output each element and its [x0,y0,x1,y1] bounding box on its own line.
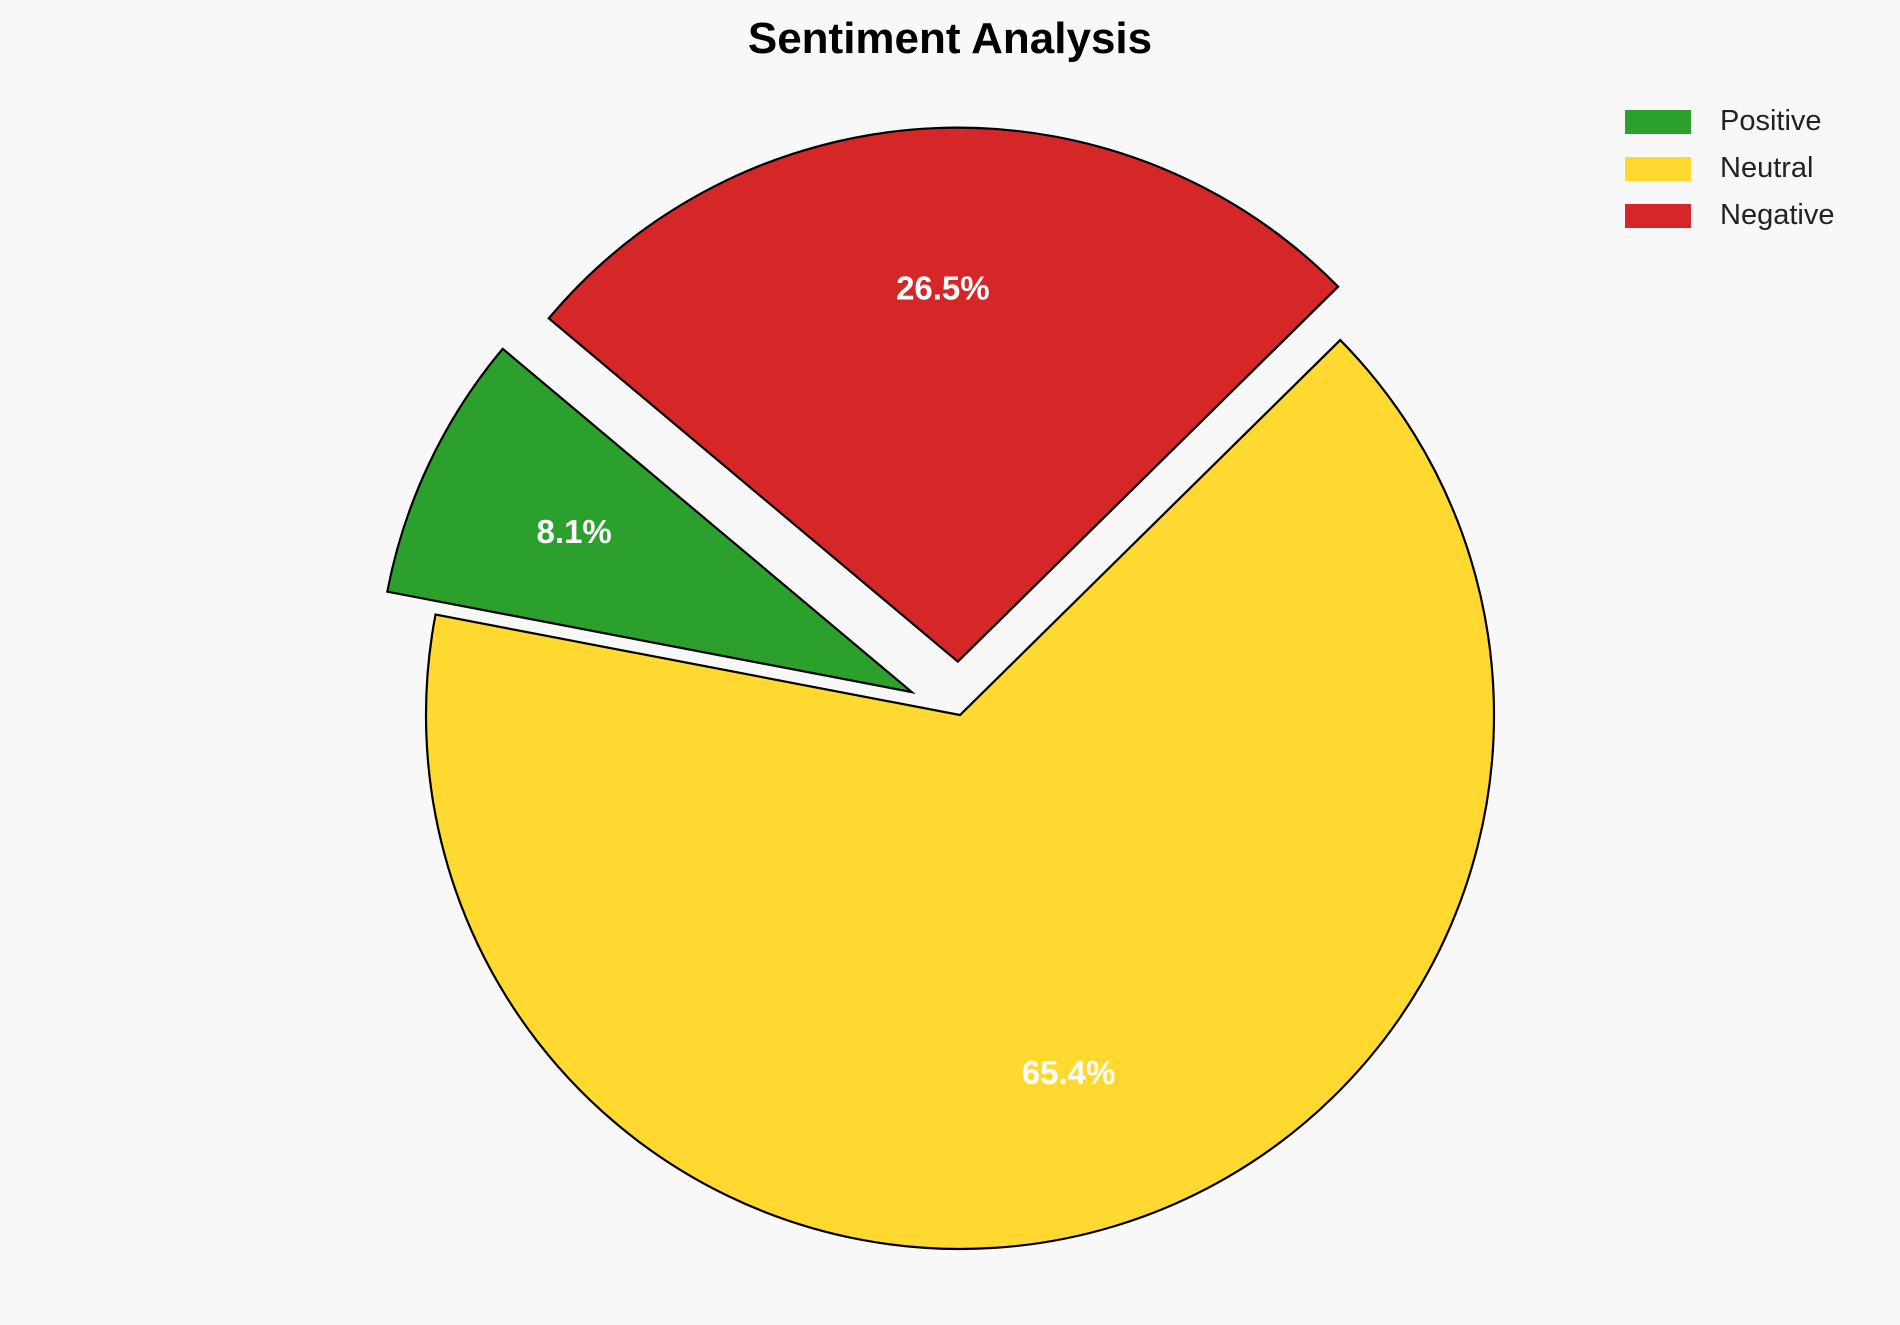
slice-label-positive: 8.1% [537,513,612,550]
slice-label-neutral: 65.4% [1022,1054,1116,1091]
legend-label: Negative [1720,199,1835,231]
legend-label: Positive [1720,105,1822,137]
legend-swatch-positive [1625,109,1691,134]
pie-slice-neutral [424,338,1496,1251]
legend: Positive Neutral Negative [1625,98,1834,239]
legend-item-positive: Positive [1625,98,1834,145]
chart-title: Sentiment Analysis [747,14,1153,63]
legend-item-negative: Negative [1625,192,1834,239]
legend-item-neutral: Neutral [1625,145,1834,192]
pie-slice-negative [547,126,1340,664]
legend-swatch-neutral [1625,156,1691,181]
legend-swatch-negative [1625,203,1691,228]
pie-slice-positive [386,347,916,694]
slice-label-negative: 26.5% [896,270,990,307]
legend-label: Neutral [1720,152,1814,184]
